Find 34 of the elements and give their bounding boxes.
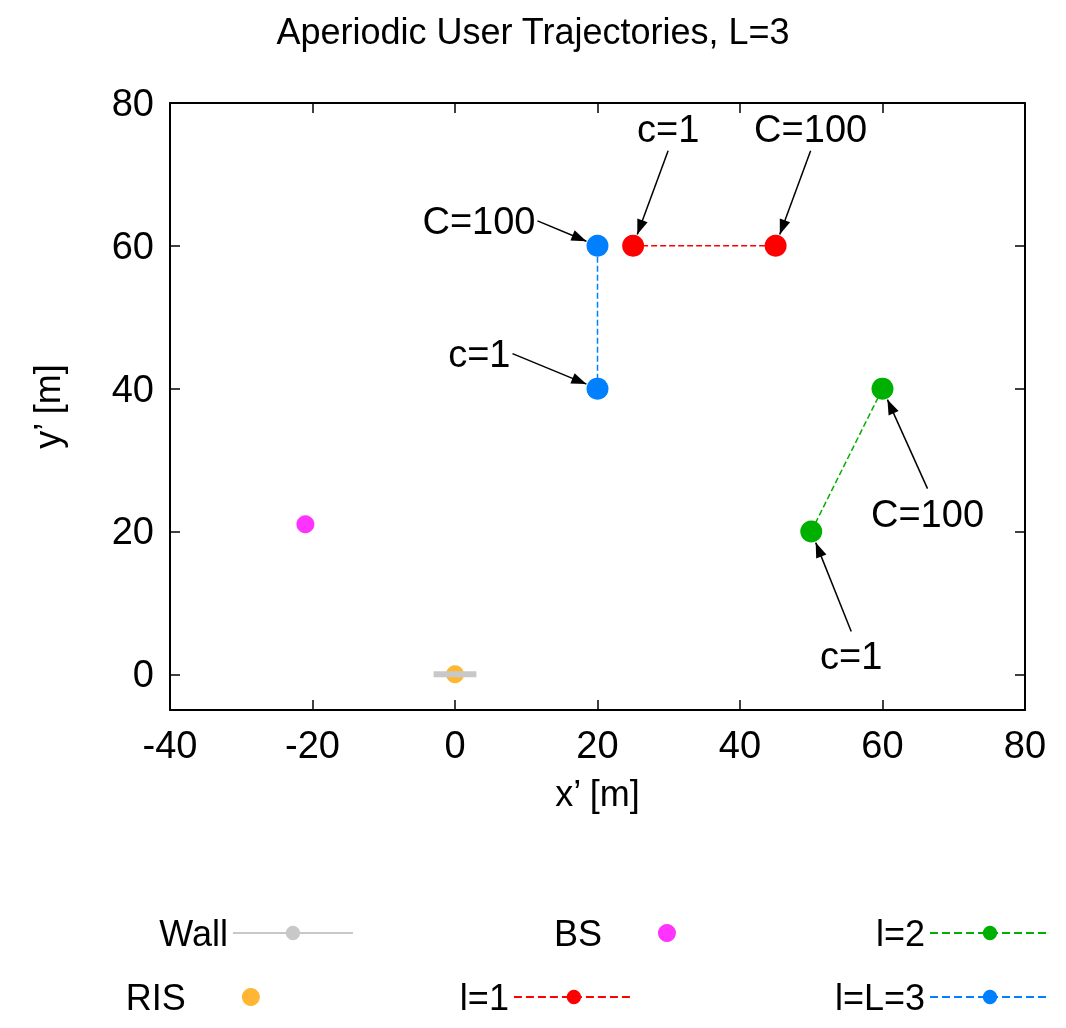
x-tick-label: 40 bbox=[718, 724, 762, 766]
point bbox=[296, 515, 315, 534]
y-tick-label: 60 bbox=[111, 224, 154, 267]
legend-label: Wall bbox=[159, 912, 228, 954]
annotation: C=100 bbox=[870, 492, 985, 535]
x-tick-label: 60 bbox=[861, 724, 904, 766]
point bbox=[622, 234, 645, 257]
legend-label: RIS bbox=[125, 976, 186, 1018]
annotation: c=1 bbox=[448, 332, 511, 375]
x-tick-label: 20 bbox=[576, 724, 619, 766]
legend-label: l=L=3 bbox=[834, 976, 925, 1018]
annotation: C=100 bbox=[754, 107, 868, 150]
point bbox=[800, 520, 823, 543]
annotation: C=100 bbox=[422, 199, 536, 242]
y-tick-label: 0 bbox=[132, 653, 154, 696]
annotation: c=1 bbox=[820, 635, 883, 678]
point bbox=[586, 377, 609, 400]
point bbox=[764, 234, 787, 257]
chart-title: Aperiodic User Trajectories, L=3 bbox=[276, 10, 790, 52]
x-tick-label: -20 bbox=[285, 724, 340, 766]
legend-label: l=2 bbox=[875, 912, 925, 954]
annotation: c=1 bbox=[636, 107, 700, 150]
point bbox=[871, 377, 894, 400]
y-tick-label: 80 bbox=[111, 82, 154, 124]
x-axis-title: x’ [m] bbox=[555, 772, 640, 814]
point bbox=[586, 234, 609, 257]
y-tick-label: 40 bbox=[111, 367, 154, 410]
legend-label: BS bbox=[553, 912, 602, 954]
y-axis-title: y’ [m] bbox=[26, 364, 68, 449]
x-tick-label: 0 bbox=[444, 724, 466, 766]
y-tick-label: 20 bbox=[111, 510, 154, 553]
x-tick-label: 80 bbox=[1003, 724, 1047, 766]
x-tick-label: -40 bbox=[142, 724, 198, 766]
legend-label: l=1 bbox=[459, 976, 509, 1018]
